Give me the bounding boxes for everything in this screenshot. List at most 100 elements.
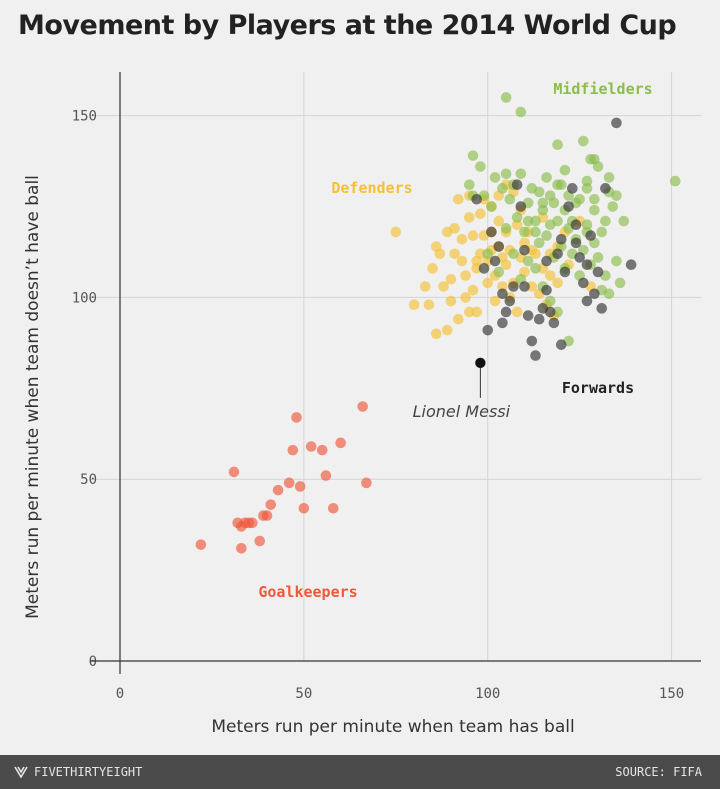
data-point-midfielders	[500, 168, 512, 180]
data-point-defenders	[460, 270, 471, 281]
data-point-midfielders	[544, 190, 556, 201]
data-point-midfielders	[552, 179, 563, 191]
data-point-defenders	[427, 263, 438, 274]
data-point-forwards	[530, 350, 541, 361]
data-point-forwards	[486, 226, 497, 238]
data-point-defenders	[519, 237, 530, 249]
data-point-forwards	[566, 183, 578, 194]
data-point-forwards	[504, 295, 516, 307]
data-point-defenders	[430, 328, 442, 340]
data-point-defenders	[467, 284, 479, 296]
data-point-defenders	[441, 324, 453, 336]
data-point-defenders	[419, 281, 431, 292]
series-label-goalkeepers: Goalkeepers	[258, 583, 357, 601]
data-point-midfielders	[552, 139, 563, 151]
data-point-forwards	[519, 244, 530, 256]
data-point-goalkeepers	[236, 542, 247, 554]
x-tick-label: 100	[475, 686, 500, 702]
data-point-midfielders	[522, 255, 534, 267]
messi-point	[475, 357, 486, 368]
data-point-goalkeepers	[305, 441, 317, 452]
data-point-forwards	[570, 219, 582, 231]
axes: 0 50 100 150 0 50 100 150	[72, 72, 701, 702]
data-point-forwards	[526, 335, 538, 347]
data-point-forwards	[533, 313, 545, 325]
data-point-goalkeepers	[327, 502, 339, 514]
data-point-forwards	[592, 266, 604, 278]
data-point-defenders	[500, 259, 512, 270]
data-point-defenders	[482, 277, 494, 289]
data-point-forwards	[600, 183, 611, 194]
data-point-goalkeepers	[283, 477, 295, 489]
data-point-midfielders	[552, 215, 563, 227]
data-point-midfielders	[464, 179, 475, 191]
y-axis-title: Meters run per minute when team doesn’t …	[23, 175, 43, 619]
data-point-midfielders	[600, 215, 611, 227]
data-point-midfielders	[522, 215, 534, 227]
data-point-forwards	[555, 339, 567, 350]
data-point-midfielders	[500, 223, 512, 234]
data-point-midfielders	[530, 226, 541, 238]
data-point-defenders	[449, 248, 460, 260]
data-point-defenders	[449, 223, 460, 234]
data-point-midfielders	[493, 266, 505, 278]
data-point-midfielders	[611, 190, 622, 201]
data-point-forwards	[541, 284, 552, 296]
data-point-forwards	[589, 288, 600, 300]
data-point-midfielders	[581, 219, 593, 231]
x-axis-title: Meters run per minute when team has ball	[211, 717, 574, 737]
data-point-forwards	[497, 317, 508, 329]
data-point-defenders	[544, 270, 556, 281]
data-point-forwards	[552, 248, 563, 260]
data-point-midfielders	[589, 193, 600, 205]
data-point-forwards	[625, 259, 637, 270]
data-point-goalkeepers	[335, 437, 346, 449]
data-point-forwards	[596, 303, 608, 314]
data-point-midfielders	[607, 201, 619, 212]
data-point-forwards	[570, 237, 582, 249]
messi-label: Lionel Messi	[413, 402, 511, 421]
data-point-forwards	[544, 306, 556, 318]
data-point-goalkeepers	[272, 484, 284, 496]
data-point-goalkeepers	[265, 499, 277, 510]
data-point-midfielders	[511, 212, 523, 223]
data-point-midfielders	[669, 175, 681, 187]
brand-name: FIVETHIRTYEIGHT	[34, 765, 143, 779]
data-point-defenders	[445, 273, 457, 285]
data-point-forwards	[489, 255, 501, 267]
data-point-midfielders	[592, 252, 604, 263]
data-point-defenders	[453, 313, 464, 325]
data-point-forwards	[541, 255, 552, 267]
y-tick-label: 0	[89, 654, 97, 670]
fivethirtyeight-logo-icon	[14, 766, 28, 778]
data-point-midfielders	[614, 277, 626, 289]
data-point-midfielders	[537, 197, 549, 209]
data-point-midfielders	[533, 237, 545, 249]
data-point-midfielders	[581, 183, 593, 194]
data-point-forwards	[559, 266, 571, 278]
data-point-defenders	[456, 233, 468, 245]
data-point-goalkeepers	[320, 470, 332, 481]
footer: FIVETHIRTYEIGHT SOURCE: FIFA	[0, 755, 720, 789]
data-point-defenders	[475, 208, 486, 220]
data-point-goalkeepers	[261, 510, 273, 521]
data-point-midfielders	[596, 226, 608, 238]
chart-title: Movement by Players at the 2014 World Cu…	[18, 10, 677, 41]
data-point-forwards	[493, 241, 505, 252]
data-point-goalkeepers	[287, 444, 299, 456]
data-point-midfielders	[519, 226, 530, 238]
y-tick-label: 150	[72, 109, 97, 125]
data-point-goalkeepers	[316, 444, 328, 456]
data-point-midfielders	[589, 204, 600, 216]
data-point-forwards	[478, 263, 490, 274]
source-credit: SOURCE: FIFA	[615, 765, 702, 779]
data-point-forwards	[585, 230, 596, 241]
data-point-defenders	[438, 281, 449, 292]
data-point-midfielders	[603, 288, 615, 300]
data-point-midfielders	[500, 92, 512, 103]
data-point-goalkeepers	[298, 502, 310, 514]
annotations: Lionel Messi	[413, 357, 511, 421]
data-point-forwards	[515, 201, 527, 212]
data-point-midfielders	[578, 135, 589, 147]
data-point-defenders	[471, 255, 482, 267]
